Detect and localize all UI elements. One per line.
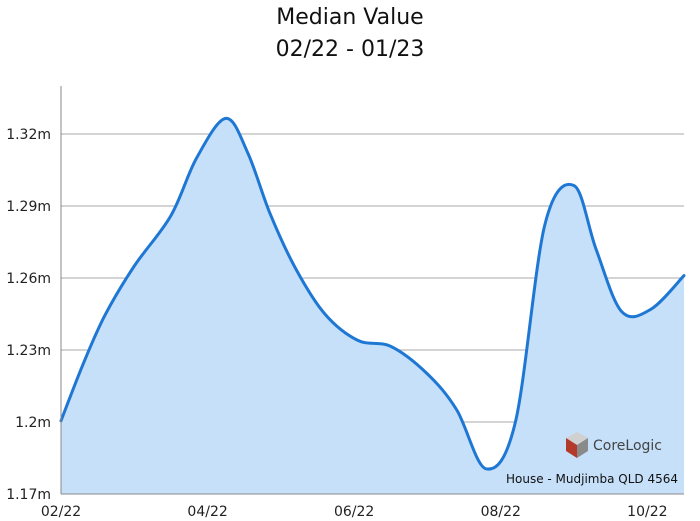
y-tick-label: 1.32m bbox=[6, 127, 51, 143]
y-tick-label: 1.17m bbox=[6, 487, 51, 503]
x-tick-label: 08/22 bbox=[481, 504, 521, 520]
logo-mark-left bbox=[566, 438, 577, 458]
x-tick-label: 04/22 bbox=[187, 504, 227, 520]
y-tick-label: 1.2m bbox=[15, 415, 51, 431]
area-layer bbox=[59, 116, 686, 494]
y-tick-label: 1.23m bbox=[6, 343, 51, 359]
x-tick-label: 06/22 bbox=[334, 504, 374, 520]
y-axis-ticks: 1.17m 1.2m 1.23m 1.26m 1.29m 1.32m bbox=[6, 127, 51, 503]
chart-title: Median Value bbox=[276, 5, 424, 30]
x-tick-label: 10/22 bbox=[627, 504, 667, 520]
y-tick-label: 1.26m bbox=[6, 271, 51, 287]
axes bbox=[60, 86, 684, 495]
series-area-fill bbox=[61, 118, 684, 494]
y-tick-label: 1.29m bbox=[6, 199, 51, 215]
chart-subtitle: 02/22 - 01/23 bbox=[275, 37, 425, 62]
corelogic-logo: CoreLogic bbox=[566, 432, 662, 458]
logo-mark-top bbox=[566, 432, 588, 445]
logo-mark-right bbox=[577, 438, 588, 458]
chart-caption: House - Mudjimba QLD 4564 bbox=[506, 472, 678, 486]
corelogic-brand-text: CoreLogic bbox=[593, 438, 662, 454]
series-line bbox=[59, 116, 686, 471]
x-tick-label: 02/22 bbox=[41, 504, 81, 520]
